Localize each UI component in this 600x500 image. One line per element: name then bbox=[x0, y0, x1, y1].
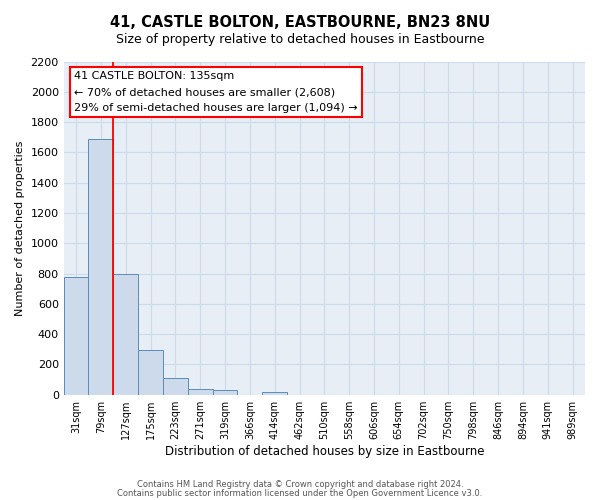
X-axis label: Distribution of detached houses by size in Eastbourne: Distribution of detached houses by size … bbox=[164, 444, 484, 458]
Y-axis label: Number of detached properties: Number of detached properties bbox=[15, 140, 25, 316]
Bar bbox=[188, 390, 212, 394]
Text: Contains public sector information licensed under the Open Government Licence v3: Contains public sector information licen… bbox=[118, 489, 482, 498]
Bar bbox=[113, 274, 138, 394]
Bar bbox=[262, 392, 287, 394]
Bar bbox=[163, 378, 188, 394]
Bar bbox=[138, 350, 163, 395]
Bar bbox=[212, 390, 238, 394]
Text: Contains HM Land Registry data © Crown copyright and database right 2024.: Contains HM Land Registry data © Crown c… bbox=[137, 480, 463, 489]
Text: Size of property relative to detached houses in Eastbourne: Size of property relative to detached ho… bbox=[116, 32, 484, 46]
Bar bbox=[88, 138, 113, 394]
Text: 41, CASTLE BOLTON, EASTBOURNE, BN23 8NU: 41, CASTLE BOLTON, EASTBOURNE, BN23 8NU bbox=[110, 15, 490, 30]
Text: 41 CASTLE BOLTON: 135sqm
← 70% of detached houses are smaller (2,608)
29% of sem: 41 CASTLE BOLTON: 135sqm ← 70% of detach… bbox=[74, 72, 358, 112]
Bar bbox=[64, 276, 88, 394]
